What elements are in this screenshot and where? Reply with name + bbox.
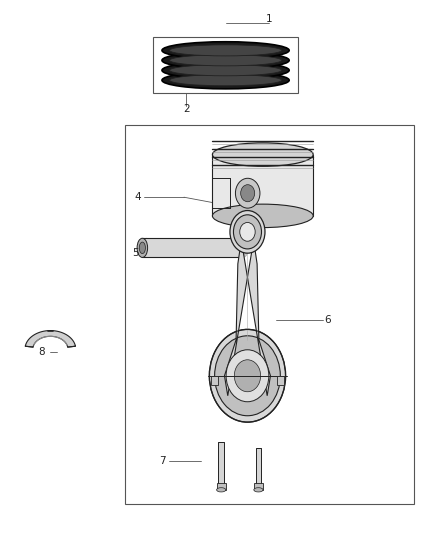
Ellipse shape: [170, 55, 282, 66]
Bar: [216, 483, 226, 490]
Ellipse shape: [212, 204, 313, 228]
Bar: [218, 442, 224, 485]
Ellipse shape: [230, 211, 265, 253]
Ellipse shape: [212, 143, 313, 166]
Ellipse shape: [209, 329, 286, 422]
Polygon shape: [212, 155, 313, 216]
Ellipse shape: [162, 42, 289, 59]
Ellipse shape: [240, 185, 255, 202]
Text: 2: 2: [183, 104, 190, 114]
Ellipse shape: [162, 71, 289, 89]
Ellipse shape: [234, 360, 261, 392]
Bar: [256, 448, 261, 485]
Ellipse shape: [170, 64, 282, 76]
Ellipse shape: [170, 45, 282, 56]
Text: 1: 1: [266, 14, 273, 23]
Bar: [153, 37, 298, 93]
Text: 6: 6: [324, 315, 331, 325]
Ellipse shape: [238, 238, 248, 257]
Ellipse shape: [162, 52, 289, 69]
Ellipse shape: [233, 215, 261, 249]
Ellipse shape: [254, 488, 263, 492]
Polygon shape: [224, 240, 270, 395]
Bar: [211, 376, 218, 385]
Text: 5: 5: [132, 248, 139, 258]
Ellipse shape: [137, 238, 148, 257]
Ellipse shape: [215, 336, 280, 416]
Bar: [125, 125, 414, 504]
Ellipse shape: [216, 488, 226, 492]
Ellipse shape: [162, 62, 289, 79]
Ellipse shape: [170, 75, 282, 86]
Bar: [254, 483, 263, 490]
Ellipse shape: [240, 222, 255, 241]
Text: 4: 4: [134, 192, 141, 202]
Text: 7: 7: [159, 456, 166, 466]
Ellipse shape: [226, 350, 269, 402]
Bar: [277, 376, 284, 385]
Ellipse shape: [139, 242, 145, 254]
Text: 8: 8: [38, 347, 45, 357]
Polygon shape: [25, 330, 75, 347]
Bar: [142, 238, 243, 257]
Ellipse shape: [236, 179, 260, 208]
